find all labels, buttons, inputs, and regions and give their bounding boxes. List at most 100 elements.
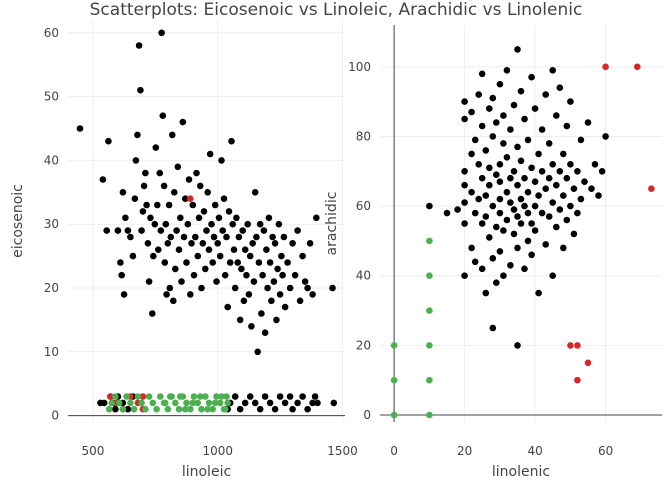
data-point-black bbox=[291, 271, 299, 279]
data-point-green bbox=[108, 399, 115, 407]
data-point-black bbox=[250, 278, 258, 285]
data-point-black bbox=[313, 214, 320, 222]
data-point-black bbox=[461, 168, 468, 175]
data-point-black bbox=[194, 252, 202, 260]
data-point-black bbox=[236, 316, 244, 324]
data-point-black bbox=[211, 201, 219, 209]
data-point-black bbox=[187, 291, 194, 298]
data-point-green bbox=[426, 376, 433, 384]
data-point-green bbox=[167, 393, 174, 400]
data-point-black bbox=[426, 202, 433, 210]
y-tick-label: 80 bbox=[356, 129, 371, 143]
data-point-black bbox=[200, 208, 208, 215]
data-point-black bbox=[299, 393, 306, 400]
data-point-black bbox=[260, 227, 268, 234]
data-point-black bbox=[577, 195, 585, 203]
data-point-black bbox=[99, 176, 107, 183]
data-point-black bbox=[192, 233, 199, 241]
data-point-black bbox=[208, 220, 215, 228]
data-point-black bbox=[330, 399, 338, 407]
data-point-black bbox=[514, 143, 521, 151]
data-point-black bbox=[261, 393, 269, 400]
data-point-black bbox=[556, 206, 564, 213]
data-point-black bbox=[514, 342, 521, 349]
data-point-black bbox=[478, 220, 486, 227]
data-point-green bbox=[426, 272, 433, 280]
data-point-black bbox=[120, 291, 128, 298]
data-point-black bbox=[542, 241, 549, 248]
data-point-red bbox=[574, 342, 581, 349]
data-point-black bbox=[521, 202, 528, 210]
data-point-black bbox=[241, 246, 249, 253]
data-point-black bbox=[510, 206, 518, 213]
data-point-black bbox=[503, 188, 511, 196]
data-point-black bbox=[223, 233, 230, 241]
data-point-green bbox=[204, 405, 211, 413]
data-point-black bbox=[521, 115, 528, 123]
x-tick-label: 60 bbox=[598, 444, 613, 458]
data-point-black bbox=[553, 112, 560, 119]
data-point-black bbox=[563, 216, 571, 224]
data-point-black bbox=[127, 233, 134, 241]
data-point-black bbox=[570, 185, 578, 192]
data-point-black bbox=[570, 230, 578, 238]
data-point-black bbox=[296, 297, 304, 305]
data-point-black bbox=[281, 399, 289, 407]
data-point-black bbox=[489, 202, 497, 210]
data-point-black bbox=[574, 209, 581, 217]
data-point-black bbox=[76, 125, 84, 132]
data-point-black bbox=[155, 246, 162, 253]
data-point-black bbox=[478, 70, 486, 78]
data-point-red bbox=[574, 376, 581, 384]
data-point-black bbox=[507, 262, 514, 269]
y-axis-title: arachidic bbox=[324, 192, 340, 256]
data-point-black bbox=[471, 258, 479, 266]
data-point-black bbox=[482, 289, 490, 297]
data-point-black bbox=[560, 244, 567, 252]
data-point-black bbox=[231, 284, 239, 292]
data-point-black bbox=[164, 240, 172, 247]
data-point-black bbox=[169, 131, 176, 139]
data-point-black bbox=[151, 220, 159, 228]
data-point-black bbox=[560, 192, 567, 199]
data-point-black bbox=[152, 144, 160, 151]
data-point-green bbox=[390, 376, 398, 384]
data-point-black bbox=[560, 150, 567, 158]
data-point-black bbox=[471, 209, 479, 217]
data-point-black bbox=[149, 310, 156, 317]
data-point-black bbox=[329, 284, 336, 292]
data-point-black bbox=[545, 140, 553, 147]
x-tick-label: 1000 bbox=[202, 444, 233, 458]
data-point-black bbox=[245, 291, 253, 298]
data-point-black bbox=[124, 227, 132, 234]
data-point-black bbox=[549, 272, 556, 280]
data-point-green bbox=[127, 399, 134, 407]
data-point-black bbox=[266, 259, 274, 266]
data-point-black bbox=[129, 252, 137, 260]
data-point-black bbox=[172, 265, 179, 273]
data-point-black bbox=[131, 195, 139, 202]
x-tick-label: 0 bbox=[390, 444, 398, 458]
data-point-black bbox=[215, 214, 223, 222]
data-point-black bbox=[306, 240, 314, 247]
data-point-black bbox=[97, 399, 104, 407]
y-tick-label: 50 bbox=[44, 90, 59, 104]
data-point-black bbox=[231, 393, 239, 400]
data-point-black bbox=[567, 202, 574, 210]
data-point-black bbox=[486, 234, 493, 241]
panel-eicosenoic-vs-linoleic: 500 1000 1500 0 10 20 30 40 50 60 linoleic eicoseno… bbox=[10, 20, 358, 480]
data-point-black bbox=[468, 244, 475, 252]
y-axis-title: eicosenoic bbox=[10, 184, 26, 258]
data-point-black bbox=[281, 303, 289, 311]
data-point-black bbox=[204, 189, 211, 196]
data-point-black bbox=[289, 240, 296, 247]
data-point-black bbox=[251, 189, 259, 196]
data-point-black bbox=[271, 240, 279, 247]
data-point-green bbox=[134, 393, 142, 400]
data-point-black bbox=[197, 182, 204, 190]
data-point-black bbox=[567, 161, 574, 168]
data-point-black bbox=[256, 405, 264, 413]
data-point-green bbox=[123, 393, 130, 400]
data-point-black bbox=[549, 67, 556, 74]
data-point-green bbox=[149, 399, 157, 407]
